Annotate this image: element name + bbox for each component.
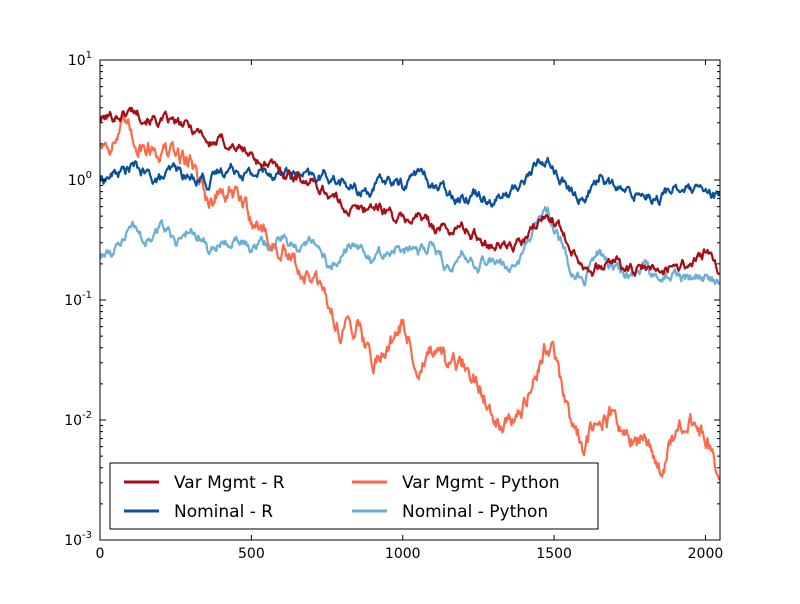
- y-tick-label: 10-2: [64, 410, 92, 429]
- axes-layer: 0 500 1000 1500 2000 10-3 10-2 10-1 100 101: [64, 50, 723, 562]
- legend-label-2: Var Mgmt - Python: [402, 473, 560, 493]
- series-line-1: [100, 156, 720, 208]
- legend-label-1: Nominal - R: [174, 502, 273, 522]
- legend: Var Mgmt - R Nominal - R Var Mgmt - Python…: [109, 462, 599, 530]
- x-tick-label: 500: [238, 546, 265, 562]
- series-line-2: [100, 111, 720, 481]
- plot-background: [100, 60, 720, 540]
- y-tick-label: 10-1: [64, 290, 92, 309]
- series-line-3: [100, 206, 720, 287]
- legend-box: [109, 462, 599, 530]
- x-tick-label: 1000: [385, 546, 421, 562]
- y-tick-label: 10-3: [64, 530, 92, 549]
- series-layer: [100, 106, 720, 481]
- legend-label-3: Nominal - Python: [402, 502, 548, 522]
- y-tick-label: 101: [68, 50, 92, 69]
- legend-label-0: Var Mgmt - R: [174, 473, 285, 493]
- y-tick-label: 100: [68, 170, 92, 189]
- x-tick-label: 1500: [536, 546, 572, 562]
- x-tick-label: 2000: [688, 546, 724, 562]
- series-line-0: [100, 106, 720, 277]
- x-tick-label: 0: [96, 546, 105, 562]
